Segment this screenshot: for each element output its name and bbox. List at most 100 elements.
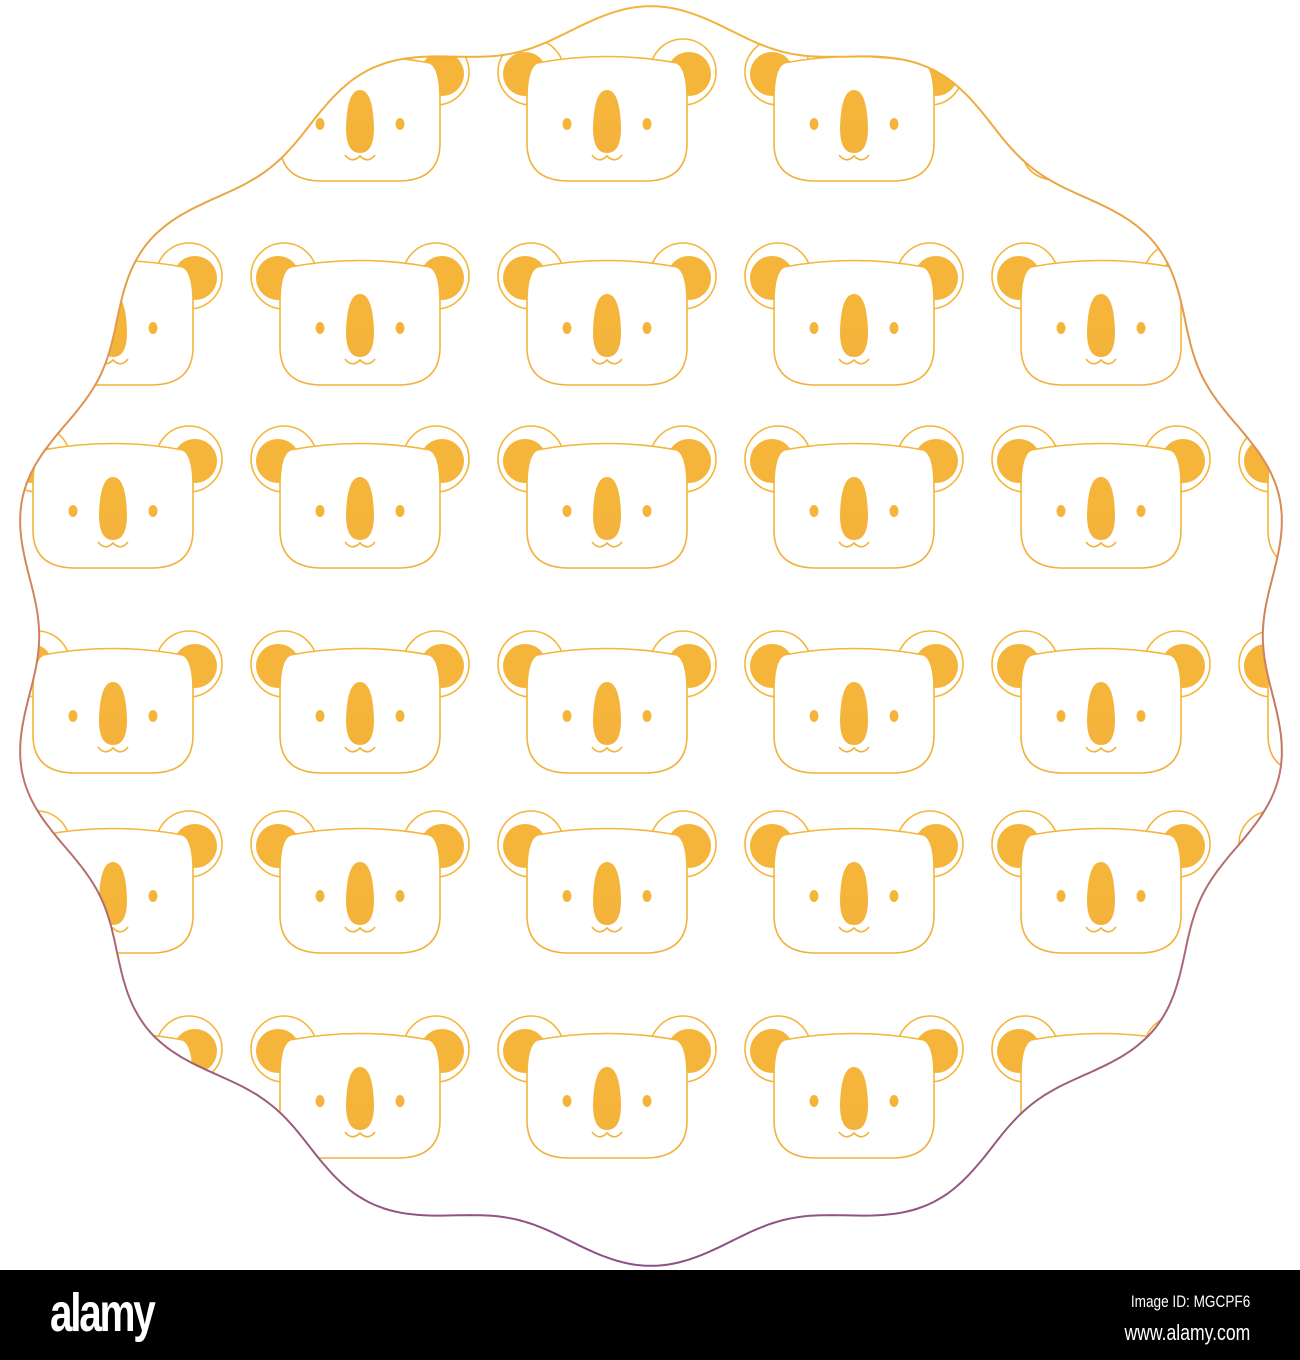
mouth — [838, 746, 870, 753]
nose — [1087, 90, 1115, 153]
mouth — [838, 1131, 870, 1138]
left-eye — [1056, 118, 1066, 130]
left-eye — [1056, 505, 1066, 517]
right-eye — [148, 118, 158, 130]
left-eye — [315, 505, 325, 517]
koala-face — [20, 1015, 223, 1159]
right-eye — [395, 1095, 405, 1107]
right-eye — [1136, 322, 1146, 334]
left-eye — [1056, 322, 1066, 334]
mouth — [344, 358, 376, 365]
koala-face — [497, 425, 717, 569]
nose — [99, 90, 127, 153]
inner-ear — [1161, 1029, 1205, 1073]
koala-face — [497, 242, 717, 386]
left-eye — [562, 710, 572, 722]
face — [1267, 442, 1282, 569]
right-eye — [1136, 118, 1146, 130]
koala-face — [497, 38, 717, 182]
right-eye — [889, 505, 899, 517]
face — [1267, 259, 1282, 386]
mouth — [1085, 541, 1117, 548]
face — [1267, 647, 1282, 774]
nose — [99, 682, 127, 745]
face — [32, 55, 194, 182]
right-eye — [1136, 505, 1146, 517]
mouth — [344, 926, 376, 933]
inner-ear — [1244, 256, 1282, 300]
right-eye — [642, 710, 652, 722]
mouth — [97, 154, 129, 161]
nose — [840, 294, 868, 357]
right-eye — [148, 322, 158, 334]
left-eye — [315, 118, 325, 130]
nose — [593, 90, 621, 153]
image-id: Image ID: MGCPF6 — [1130, 1292, 1250, 1311]
left-eye — [809, 710, 819, 722]
left-eye — [68, 710, 78, 722]
left-eye — [1056, 1095, 1066, 1107]
right-eye — [1136, 1095, 1146, 1107]
koala-face — [20, 242, 223, 386]
ear — [1238, 1015, 1282, 1083]
koala-face — [744, 425, 964, 569]
alamy-logo: alamy — [50, 1283, 156, 1343]
koala-face — [991, 425, 1211, 569]
mouth — [97, 1131, 129, 1138]
nose — [99, 862, 127, 925]
left-eye — [68, 890, 78, 902]
nose — [346, 682, 374, 745]
mouth — [344, 541, 376, 548]
ear — [991, 38, 1059, 106]
ear — [1143, 38, 1211, 106]
left-eye — [68, 118, 78, 130]
mouth — [591, 1131, 623, 1138]
koala-face — [20, 38, 223, 182]
nose — [99, 294, 127, 357]
inner-ear — [1161, 52, 1205, 96]
koala-face — [744, 810, 964, 954]
left-eye — [562, 118, 572, 130]
ear — [155, 38, 223, 106]
ear — [1238, 242, 1282, 310]
right-eye — [642, 322, 652, 334]
nose — [840, 1067, 868, 1130]
left-eye — [809, 890, 819, 902]
face — [1020, 55, 1182, 182]
left-eye — [1056, 890, 1066, 902]
ear — [20, 38, 71, 106]
site-url: www.alamy.com — [1124, 1320, 1250, 1345]
koala-face — [250, 1015, 470, 1159]
ear — [1143, 1015, 1211, 1083]
ear — [20, 242, 71, 310]
left-eye — [562, 322, 572, 334]
left-eye — [1056, 710, 1066, 722]
koala-face — [991, 38, 1211, 182]
mouth — [97, 541, 129, 548]
left-eye — [68, 505, 78, 517]
mouth — [344, 154, 376, 161]
inner-ear — [997, 52, 1041, 96]
mouth — [838, 926, 870, 933]
right-eye — [889, 710, 899, 722]
right-eye — [395, 505, 405, 517]
koala-face — [991, 1015, 1211, 1159]
mouth — [591, 358, 623, 365]
left-eye — [68, 1095, 78, 1107]
right-eye — [395, 710, 405, 722]
left-eye — [562, 890, 572, 902]
nose — [1087, 1067, 1115, 1130]
right-eye — [889, 890, 899, 902]
right-eye — [642, 1095, 652, 1107]
right-eye — [642, 890, 652, 902]
left-eye — [68, 322, 78, 334]
mouth — [591, 154, 623, 161]
koala-face — [744, 1015, 964, 1159]
koala-face — [497, 810, 717, 954]
nose — [593, 682, 621, 745]
mouth — [1085, 358, 1117, 365]
koala-face — [991, 242, 1211, 386]
left-eye — [315, 890, 325, 902]
koala-face — [250, 630, 470, 774]
nose — [346, 862, 374, 925]
